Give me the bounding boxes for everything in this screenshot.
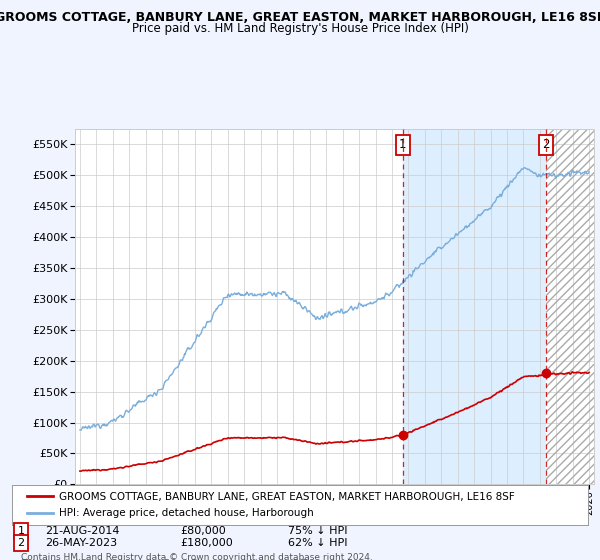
Text: 26-MAY-2023: 26-MAY-2023 xyxy=(45,538,117,548)
Text: 75% ↓ HPI: 75% ↓ HPI xyxy=(288,526,347,536)
Legend: GROOMS COTTAGE, BANBURY LANE, GREAT EASTON, MARKET HARBOROUGH, LE16 8SF, HPI: Av: GROOMS COTTAGE, BANBURY LANE, GREAT EAST… xyxy=(23,488,520,522)
Text: 2: 2 xyxy=(542,138,550,151)
Text: 1: 1 xyxy=(399,138,406,151)
Text: 62% ↓ HPI: 62% ↓ HPI xyxy=(288,538,347,548)
Text: 21-AUG-2014: 21-AUG-2014 xyxy=(45,526,119,536)
Text: 2: 2 xyxy=(17,538,25,548)
Bar xyxy=(547,129,594,484)
Text: GROOMS COTTAGE, BANBURY LANE, GREAT EASTON, MARKET HARBOROUGH, LE16 8SF: GROOMS COTTAGE, BANBURY LANE, GREAT EAST… xyxy=(0,11,600,24)
Bar xyxy=(403,129,547,484)
Bar xyxy=(547,129,594,484)
Text: £80,000: £80,000 xyxy=(180,526,226,536)
Text: Price paid vs. HM Land Registry's House Price Index (HPI): Price paid vs. HM Land Registry's House … xyxy=(131,22,469,35)
Text: This data is licensed under the Open Government Licence v3.0.: This data is licensed under the Open Gov… xyxy=(21,559,310,560)
Text: £180,000: £180,000 xyxy=(180,538,233,548)
Text: Contains HM Land Registry data © Crown copyright and database right 2024.: Contains HM Land Registry data © Crown c… xyxy=(21,553,373,560)
Text: 1: 1 xyxy=(17,526,25,536)
